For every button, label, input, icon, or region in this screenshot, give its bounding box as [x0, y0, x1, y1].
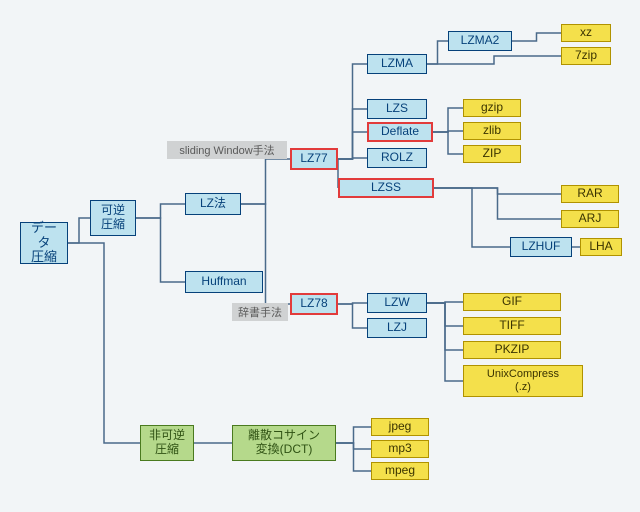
node-lzw: LZW — [367, 293, 427, 313]
edge-lz78-lzw — [338, 303, 367, 304]
node-lz77: LZ77 — [290, 148, 338, 170]
node-huffman: Huffman — [185, 271, 263, 293]
node-lzs: LZS — [367, 99, 427, 119]
edge-lzss-rar — [434, 188, 561, 194]
edge-lzss-arj — [434, 188, 561, 219]
edge-lzma-7zip — [427, 56, 561, 64]
edge-lzw-pkzip — [427, 303, 463, 350]
node-lzhuf: LZHUF — [510, 237, 572, 257]
node-mp3: mp3 — [371, 440, 429, 458]
edge-lz78-lzj — [338, 304, 367, 328]
edge-lz77-lzs — [338, 109, 367, 159]
node-lzj: LZJ — [367, 318, 427, 338]
edge-deflate-zip — [433, 132, 463, 154]
edge-lossless-lz — [136, 204, 185, 218]
node-gif: GIF — [463, 293, 561, 311]
edge-dct-jpeg — [336, 427, 371, 443]
node-deflate: Deflate — [367, 122, 433, 142]
label-dict: 辞書手法 — [232, 303, 288, 321]
node-lzss: LZSS — [338, 178, 434, 198]
node-7zip: 7zip — [561, 47, 611, 65]
edge-root-lossy — [68, 243, 140, 443]
edge-deflate-gzip — [433, 108, 463, 132]
edge-lz77-rolz — [338, 158, 367, 159]
node-lzma2: LZMA2 — [448, 31, 512, 51]
edge-lzw-ucomp — [427, 303, 463, 381]
edge-lzss-lzhuf — [434, 188, 510, 247]
node-lossless: 可逆 圧縮 — [90, 200, 136, 236]
edge-dct-mp3 — [336, 443, 371, 449]
node-ucomp: UnixCompress (.z) — [463, 365, 583, 397]
node-pkzip: PKZIP — [463, 341, 561, 359]
edge-root-lossless — [68, 218, 90, 243]
edge-lzw-tiff — [427, 303, 463, 326]
edge-lz-lz77 — [241, 159, 290, 204]
node-xz: xz — [561, 24, 611, 42]
edge-lz77-deflate — [338, 132, 367, 159]
node-zip: ZIP — [463, 145, 521, 163]
node-jpeg: jpeg — [371, 418, 429, 436]
node-gzip: gzip — [463, 99, 521, 117]
node-dct: 離散コサイン 変換(DCT) — [232, 425, 336, 461]
node-lz78: LZ78 — [290, 293, 338, 315]
edge-lzw-gif — [427, 302, 463, 303]
node-tiff: TIFF — [463, 317, 561, 335]
diagram-stage: データ 圧縮可逆 圧縮 LZ法 Huffman LZ77 LZ78 LZMA LZS Defl… — [0, 0, 640, 512]
node-lossy: 非可逆 圧縮 — [140, 425, 194, 461]
edge-lz77-lzma — [338, 64, 367, 159]
node-root: データ 圧縮 — [20, 222, 68, 264]
edge-lzma2-xz — [512, 33, 561, 41]
edge-lzma-lzma2 — [427, 41, 448, 64]
edge-dct-mpeg — [336, 443, 371, 471]
node-arj: ARJ — [561, 210, 619, 228]
node-lz: LZ法 — [185, 193, 241, 215]
node-rar: RAR — [561, 185, 619, 203]
node-lzma: LZMA — [367, 54, 427, 74]
node-zlib: zlib — [463, 122, 521, 140]
node-lha: LHA — [580, 238, 622, 256]
edge-deflate-zlib — [433, 131, 463, 132]
node-mpeg: mpeg — [371, 462, 429, 480]
label-sliding: sliding Window手法 — [167, 141, 287, 159]
node-rolz: ROLZ — [367, 148, 427, 168]
edge-lossless-huffman — [136, 218, 185, 282]
